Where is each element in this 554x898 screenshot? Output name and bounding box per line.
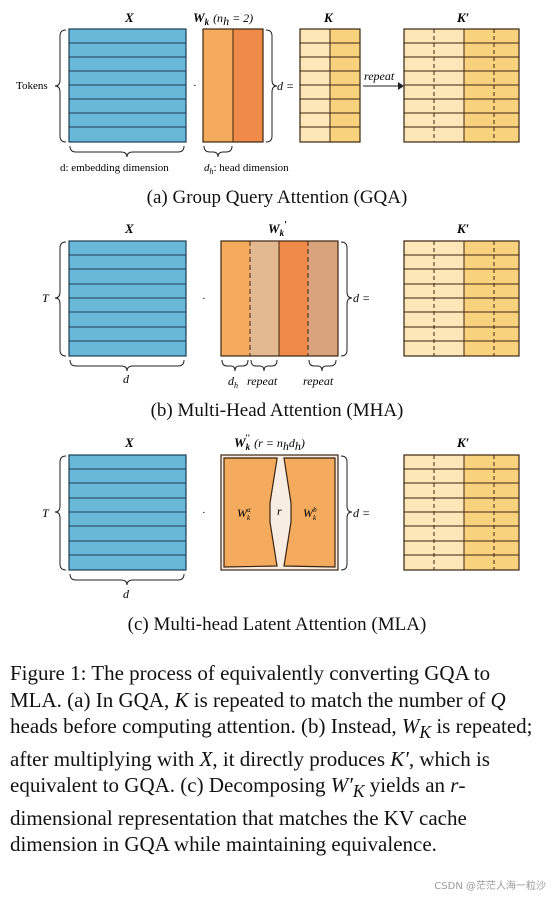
panel-b-repeat-2: repeat [303,374,334,388]
figure-diagram: .lbl { font-family:"Liberation Serif", s… [16,10,520,601]
panel-c-wa-label: Wka [237,506,251,522]
panel-a-w-label: Wk (nh = 2) [193,10,253,28]
panel-a: X Wk (nh = 2) K K′ Tokens · d = [16,10,520,176]
panel-a-head-dim: dh: head dimension [204,162,289,176]
panel-b-wk-matrix [220,240,339,357]
panel-b-caption: (b) Multi-Head Attention (MHA) [150,400,404,421]
panel-a-x-label: X [124,10,134,25]
panel-a-repeat-label: repeat [364,69,395,83]
panel-a-caption: (a) Group Query Attention (GQA) [146,187,408,208]
watermark: CSDN @茫茫人海一粒沙 [434,881,546,892]
panel-c-x-label: X [124,435,134,450]
panel-a-k-matrix [299,28,361,143]
panel-b-t-label: T [42,291,50,305]
panel-a-wk-matrix [202,28,264,143]
panel-c-kprime-matrix [403,454,520,571]
panel-b-repeat-1: repeat [247,374,278,388]
panel-c-caption: (c) Multi-head Latent Attention (MLA) [127,614,427,635]
panel-a-k-label: K [323,10,334,25]
panel-c: X Wk′′ (r = nhdh) K′ T · Wka r Wkb d = [42,433,520,601]
panel-c-x-matrix [68,454,187,571]
panel-a-kprime-matrix [403,28,520,143]
panel-c-d-label: d [123,587,130,601]
panel-c-t-label: T [42,506,50,520]
panel-b-dot: · [202,293,206,305]
panel-a-dot: · [193,80,197,92]
panel-c-dot: · [202,507,206,519]
panel-c-w-label: Wk′′ (r = nhdh) [234,433,305,453]
panel-b-kprime-matrix [403,240,520,357]
panel-b-kprime-label: K′ [456,221,470,236]
panel-a-embedding-dim: d: embedding dimension [60,162,169,174]
panel-b: X Wk′ K′ T · [42,220,520,390]
panel-c-d-equals: d = [353,506,370,520]
panel-b-dh-label: dh [228,374,238,390]
panel-a-d-equals: d = [277,79,294,93]
panel-c-r-label: r [277,504,282,518]
panel-b-d-equals: d = [353,291,370,305]
figure-caption: Figure 1: The process of equivalently co… [10,661,533,857]
panel-c-kprime-label: K′ [456,435,470,450]
panel-a-tokens-label: Tokens [16,80,48,92]
panel-c-wb-label: Wkb [303,506,317,522]
panel-b-x-matrix [68,240,187,357]
panel-b-w-label: Wk′ [268,220,287,238]
panel-b-d-label: d [123,372,130,386]
panel-a-kprime-label: K′ [456,10,470,25]
panel-b-x-label: X [124,221,134,236]
panel-c-latent-matrix [220,454,339,571]
panel-a-x-matrix [68,28,187,143]
